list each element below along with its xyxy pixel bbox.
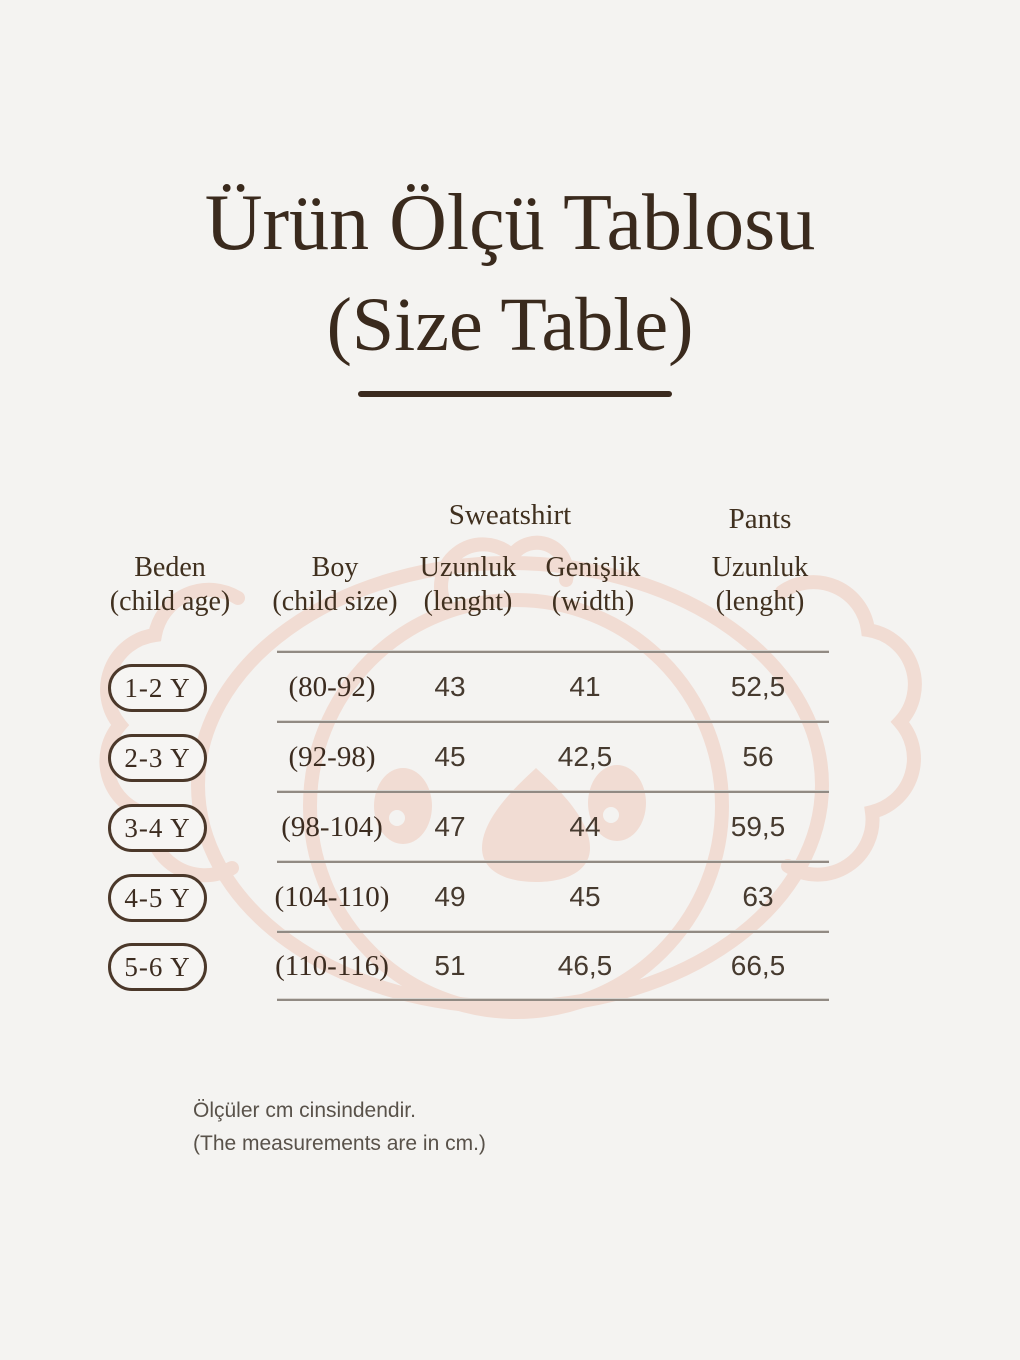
row-divider [277, 790, 829, 793]
cell-sweatshirt-width: 41 [569, 671, 601, 702]
age-badge: 4-5 Y [108, 874, 207, 922]
row-divider [277, 720, 829, 723]
cell-child-size: (92-98) [288, 741, 376, 773]
cell-sweatshirt-width: 46,5 [557, 950, 613, 981]
cell-pants-length: 66,5 [730, 950, 786, 981]
cell-sweatshirt-length: 47 [434, 811, 466, 842]
cell-pants-length: 52,5 [730, 671, 786, 702]
group-header-sweatshirt: Sweatshirt [448, 499, 572, 531]
column-header-main: Uzunluk [419, 552, 517, 583]
cell-pants-length: 56 [742, 741, 774, 772]
column-header-main: Genişlik [545, 552, 641, 583]
cell-child-size: (80-92) [288, 671, 376, 703]
column-header-sub: (child size) [272, 586, 398, 617]
age-badge: 1-2 Y [108, 664, 207, 712]
column-header-sub: (lenght) [423, 586, 513, 617]
column-header-sub: (child age) [109, 586, 231, 617]
age-badge: 2-3 Y [108, 734, 207, 782]
column-header-main: Beden [134, 552, 206, 583]
cell-sweatshirt-length: 49 [434, 881, 466, 912]
measurement-note-turkish: Ölçüler cm cinsindendir. [193, 1099, 416, 1122]
column-header-boy: Boy (child size) [255, 551, 415, 619]
cell-child-size: (98-104) [281, 811, 383, 843]
row-divider [277, 650, 829, 653]
column-header-sweatshirt-width: Genişlik (width) [513, 551, 673, 619]
column-header-main: Boy [311, 552, 359, 583]
cell-pants-length: 59,5 [730, 811, 786, 842]
cell-sweatshirt-length: 51 [434, 950, 466, 981]
cell-sweatshirt-length: 45 [434, 741, 466, 772]
column-header-beden: Beden (child age) [85, 551, 255, 619]
row-divider [277, 998, 829, 1001]
column-header-sub: (width) [551, 586, 635, 617]
page-title-turkish: Ürün Ölçü Tablosu [204, 179, 816, 267]
measurement-note-english: (The measurements are in cm.) [193, 1132, 486, 1155]
row-divider [277, 930, 829, 933]
column-header-pants-length: Uzunluk (lenght) [680, 551, 840, 619]
age-badge: 5-6 Y [108, 943, 207, 991]
cell-sweatshirt-width: 45 [569, 881, 601, 912]
page-title-english: (Size Table) [326, 283, 694, 367]
cell-sweatshirt-width: 42,5 [557, 741, 613, 772]
cell-child-size: (104-110) [274, 881, 390, 913]
title-underline [358, 391, 672, 397]
group-header-pants: Pants [728, 503, 792, 535]
cell-child-size: (110-116) [275, 950, 389, 982]
cell-sweatshirt-width: 44 [569, 811, 601, 842]
cell-sweatshirt-length: 43 [434, 671, 466, 702]
cell-pants-length: 63 [742, 881, 774, 912]
column-header-main: Uzunluk [711, 552, 809, 583]
row-divider [277, 860, 829, 863]
column-header-sweatshirt-length: Uzunluk (lenght) [388, 551, 548, 619]
measurement-note: Ölçüler cm cinsindendir. (The measuremen… [193, 1094, 486, 1160]
age-badge: 3-4 Y [108, 804, 207, 852]
column-header-sub: (lenght) [715, 586, 805, 617]
